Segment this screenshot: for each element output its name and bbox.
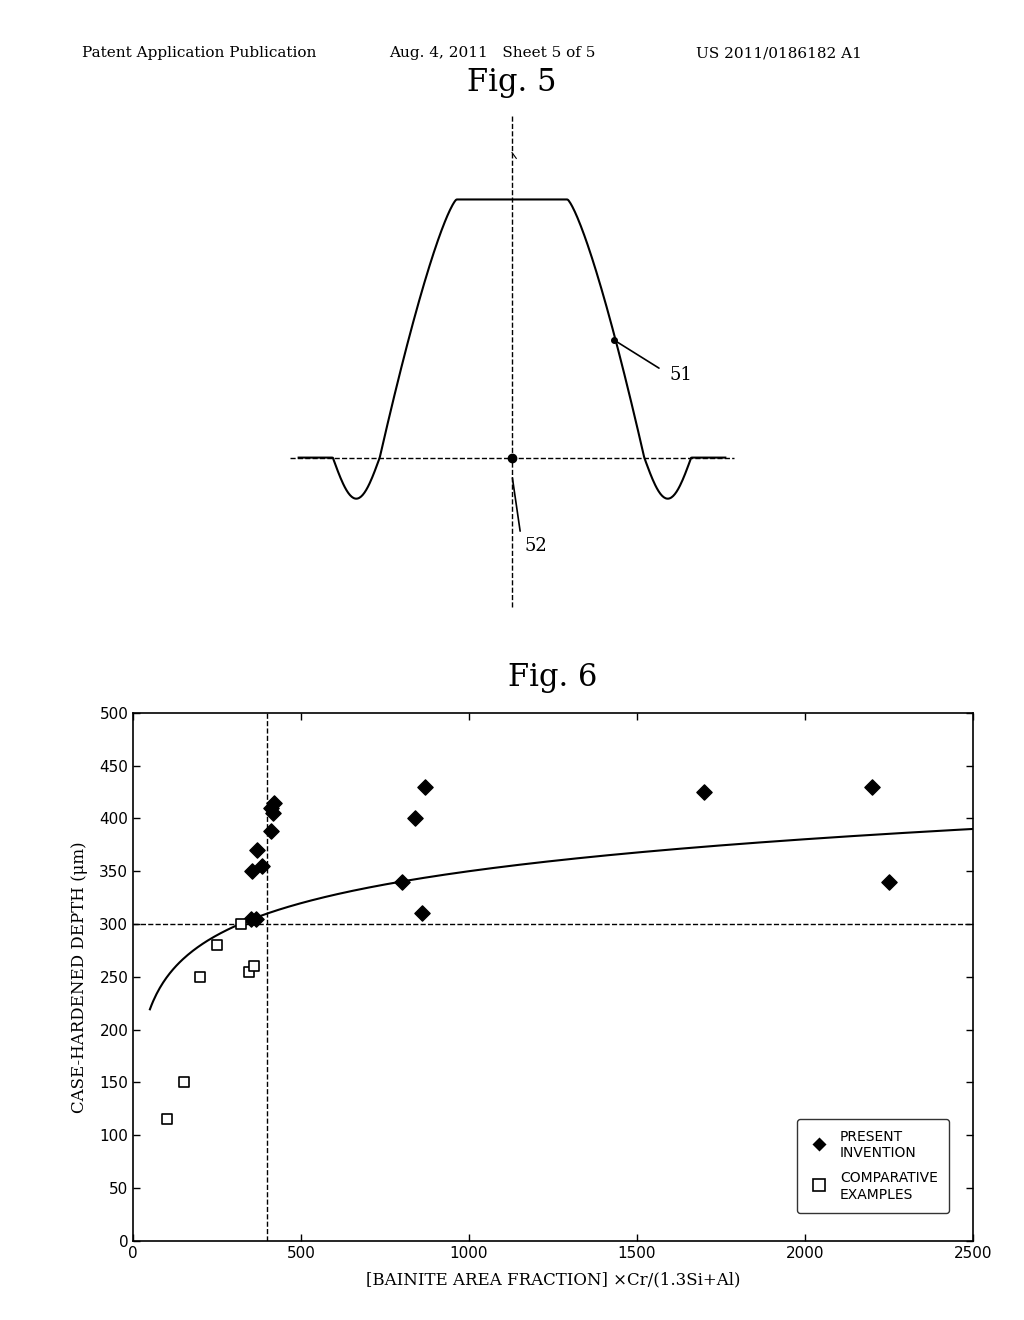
Point [264,803,281,824]
Y-axis label: CASE-HARDENED DEPTH (μm): CASE-HARDENED DEPTH (μm) [71,841,88,1113]
Point [159,1109,175,1130]
Point [262,797,279,818]
Point [414,903,430,924]
X-axis label: [BAINITE AREA FRACTION] ×Cr/(1.3Si+Al): [BAINITE AREA FRACTION] ×Cr/(1.3Si+Al) [366,1271,740,1288]
Text: Aug. 4, 2011   Sheet 5 of 5: Aug. 4, 2011 Sheet 5 of 5 [389,46,596,61]
Point [417,776,433,797]
Point [696,781,713,803]
Point [246,956,262,977]
Point [393,871,410,892]
Point [249,840,265,861]
Text: 52: 52 [524,537,548,554]
Point [864,776,881,797]
Point [248,908,264,929]
Point [244,861,260,882]
Point [209,935,225,956]
Point [175,1072,191,1093]
Point [262,821,279,842]
Text: 51: 51 [670,367,693,384]
Point [254,855,270,876]
Text: US 2011/0186182 A1: US 2011/0186182 A1 [696,46,862,61]
Point [193,966,209,987]
Legend: PRESENT
INVENTION, COMPARATIVE
EXAMPLES: PRESENT INVENTION, COMPARATIVE EXAMPLES [797,1119,949,1213]
Point [266,792,283,813]
Point [232,913,249,935]
Point [408,808,424,829]
Point [243,908,259,929]
Point [881,871,897,892]
Text: Fig. 6: Fig. 6 [508,663,598,693]
Point [241,961,257,982]
Text: Fig. 5: Fig. 5 [467,66,557,98]
Text: Patent Application Publication: Patent Application Publication [82,46,316,61]
